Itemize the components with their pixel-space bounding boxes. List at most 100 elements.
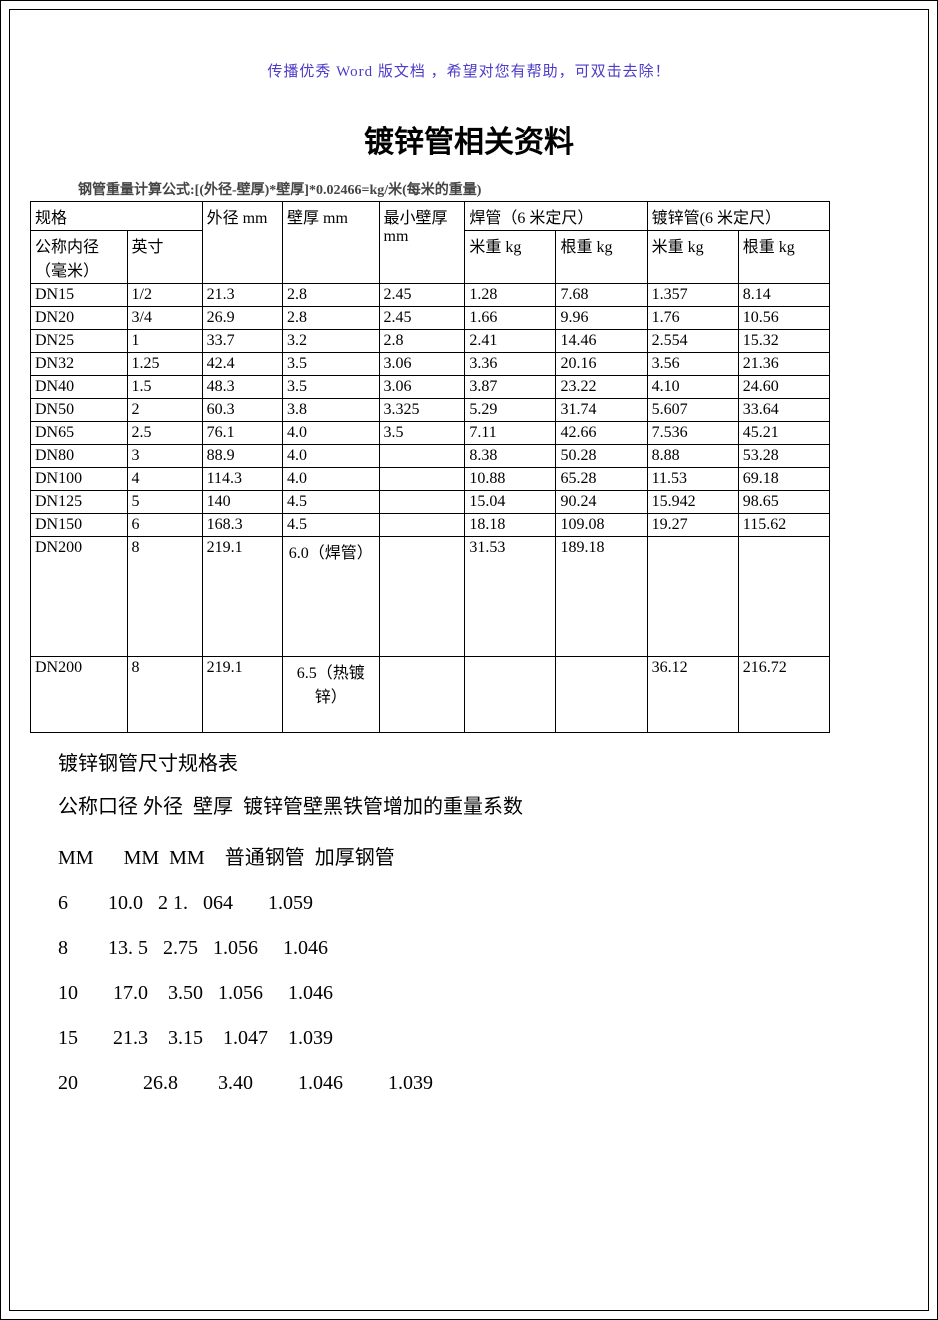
cell: DN15 [31, 284, 128, 307]
cell: 3.06 [379, 353, 465, 376]
table-body: DN151/221.32.82.451.287.681.3578.14DN203… [31, 284, 830, 537]
table-row: DN80388.94.08.3850.288.8853.28 [31, 445, 830, 468]
section2-row: 20 26.8 3.40 1.046 1.039 [58, 1072, 910, 1095]
cell: DN25 [31, 330, 128, 353]
cell: 60.3 [202, 399, 282, 422]
cell: 90.24 [556, 491, 647, 514]
section2-header2: MM MM MM 普通钢管 加厚钢管 [58, 841, 910, 870]
cell: 26.9 [202, 307, 282, 330]
cell: DN20 [31, 307, 128, 330]
cell: 33.64 [738, 399, 829, 422]
cell: 3.06 [379, 376, 465, 399]
cell: 31.53 [465, 537, 556, 657]
cell: 21.3 [202, 284, 282, 307]
cell: 4.0 [283, 445, 380, 468]
cell: 65.28 [556, 468, 647, 491]
cell: 76.1 [202, 422, 282, 445]
cell: 3.5 [283, 353, 380, 376]
section2-row: 6 10.0 2 1. 064 1.059 [58, 892, 910, 915]
cell: DN125 [31, 491, 128, 514]
cell: DN200 [31, 657, 128, 733]
cell: 8 [127, 657, 202, 733]
section2-row: 10 17.0 3.50 1.056 1.046 [58, 982, 910, 1005]
cell: 4.10 [647, 376, 738, 399]
cell: 9.96 [556, 307, 647, 330]
cell: 3.325 [379, 399, 465, 422]
table-row: DN401.548.33.53.063.8723.224.1024.60 [31, 376, 830, 399]
cell: DN50 [31, 399, 128, 422]
table-row: DN151/221.32.82.451.287.681.3578.14 [31, 284, 830, 307]
cell: 114.3 [202, 468, 282, 491]
cell: 1/2 [127, 284, 202, 307]
cell: 53.28 [738, 445, 829, 468]
cell: 219.1 [202, 537, 282, 657]
cell: DN40 [31, 376, 128, 399]
section2-row: 8 13. 5 2.75 1.056 1.046 [58, 937, 910, 960]
cell: 2.5 [127, 422, 202, 445]
section2-title: 镀锌钢管尺寸规格表 [58, 747, 910, 776]
table-row: DN12551404.515.0490.2415.94298.65 [31, 491, 830, 514]
cell: 2.41 [465, 330, 556, 353]
cell [738, 537, 829, 657]
cell: 6 [127, 514, 202, 537]
cell [379, 491, 465, 514]
cell [647, 537, 738, 657]
cell: 7.536 [647, 422, 738, 445]
cell: 2 [127, 399, 202, 422]
section2-row: 15 21.3 3.15 1.047 1.039 [58, 1027, 910, 1050]
cell: 5.607 [647, 399, 738, 422]
cell: 3.5 [379, 422, 465, 445]
cell: 20.16 [556, 353, 647, 376]
cell: 36.12 [647, 657, 738, 733]
cell: 69.18 [738, 468, 829, 491]
cell: 7.11 [465, 422, 556, 445]
table-row-dn200b: DN200 8 219.1 6.5（热镀锌） 36.12 216.72 [31, 657, 830, 733]
cell: 4 [127, 468, 202, 491]
cell: DN100 [31, 468, 128, 491]
th-minwall: 最小壁厚 mm [379, 202, 465, 284]
cell: DN65 [31, 422, 128, 445]
cell: 50.28 [556, 445, 647, 468]
cell: 2.8 [283, 307, 380, 330]
cell [556, 657, 647, 733]
cell [379, 657, 465, 733]
cell: 11.53 [647, 468, 738, 491]
cell: 2.8 [379, 330, 465, 353]
cell: 19.27 [647, 514, 738, 537]
cell: 8 [127, 537, 202, 657]
table-row: DN1004114.34.010.8865.2811.5369.18 [31, 468, 830, 491]
cell: 8.38 [465, 445, 556, 468]
cell: 15.32 [738, 330, 829, 353]
cell: 1.357 [647, 284, 738, 307]
cell: 45.21 [738, 422, 829, 445]
cell: 3.8 [283, 399, 380, 422]
cell: 88.9 [202, 445, 282, 468]
th-od: 外径 mm [202, 202, 282, 284]
cell: 1.66 [465, 307, 556, 330]
cell: 3.2 [283, 330, 380, 353]
th-inch: 英寸 [127, 231, 202, 284]
th-galv: 镀锌管(6 米定尺） [647, 202, 829, 231]
cell: 5 [127, 491, 202, 514]
cell: 4.0 [283, 422, 380, 445]
table-row: DN25133.73.22.82.4114.462.55415.32 [31, 330, 830, 353]
cell: 3.56 [647, 353, 738, 376]
cell [379, 468, 465, 491]
cell [465, 657, 556, 733]
cell: 2.45 [379, 284, 465, 307]
cell: 10.88 [465, 468, 556, 491]
table-row: DN652.576.14.03.57.1142.667.53645.21 [31, 422, 830, 445]
cell: 109.08 [556, 514, 647, 537]
cell: 5.29 [465, 399, 556, 422]
cell [379, 445, 465, 468]
th-galv-gkg: 根重 kg [738, 231, 829, 284]
spec-table: 规格 外径 mm 壁厚 mm 最小壁厚 mm 焊管（6 米定尺） 镀锌管(6 米… [30, 201, 830, 733]
cell: 6.5（热镀锌） [283, 657, 380, 733]
cell: 3.5 [283, 376, 380, 399]
cell: 1.5 [127, 376, 202, 399]
table-row: DN203/426.92.82.451.669.961.7610.56 [31, 307, 830, 330]
cell: 33.7 [202, 330, 282, 353]
cell: 18.18 [465, 514, 556, 537]
cell: 3.87 [465, 376, 556, 399]
cell: 21.36 [738, 353, 829, 376]
